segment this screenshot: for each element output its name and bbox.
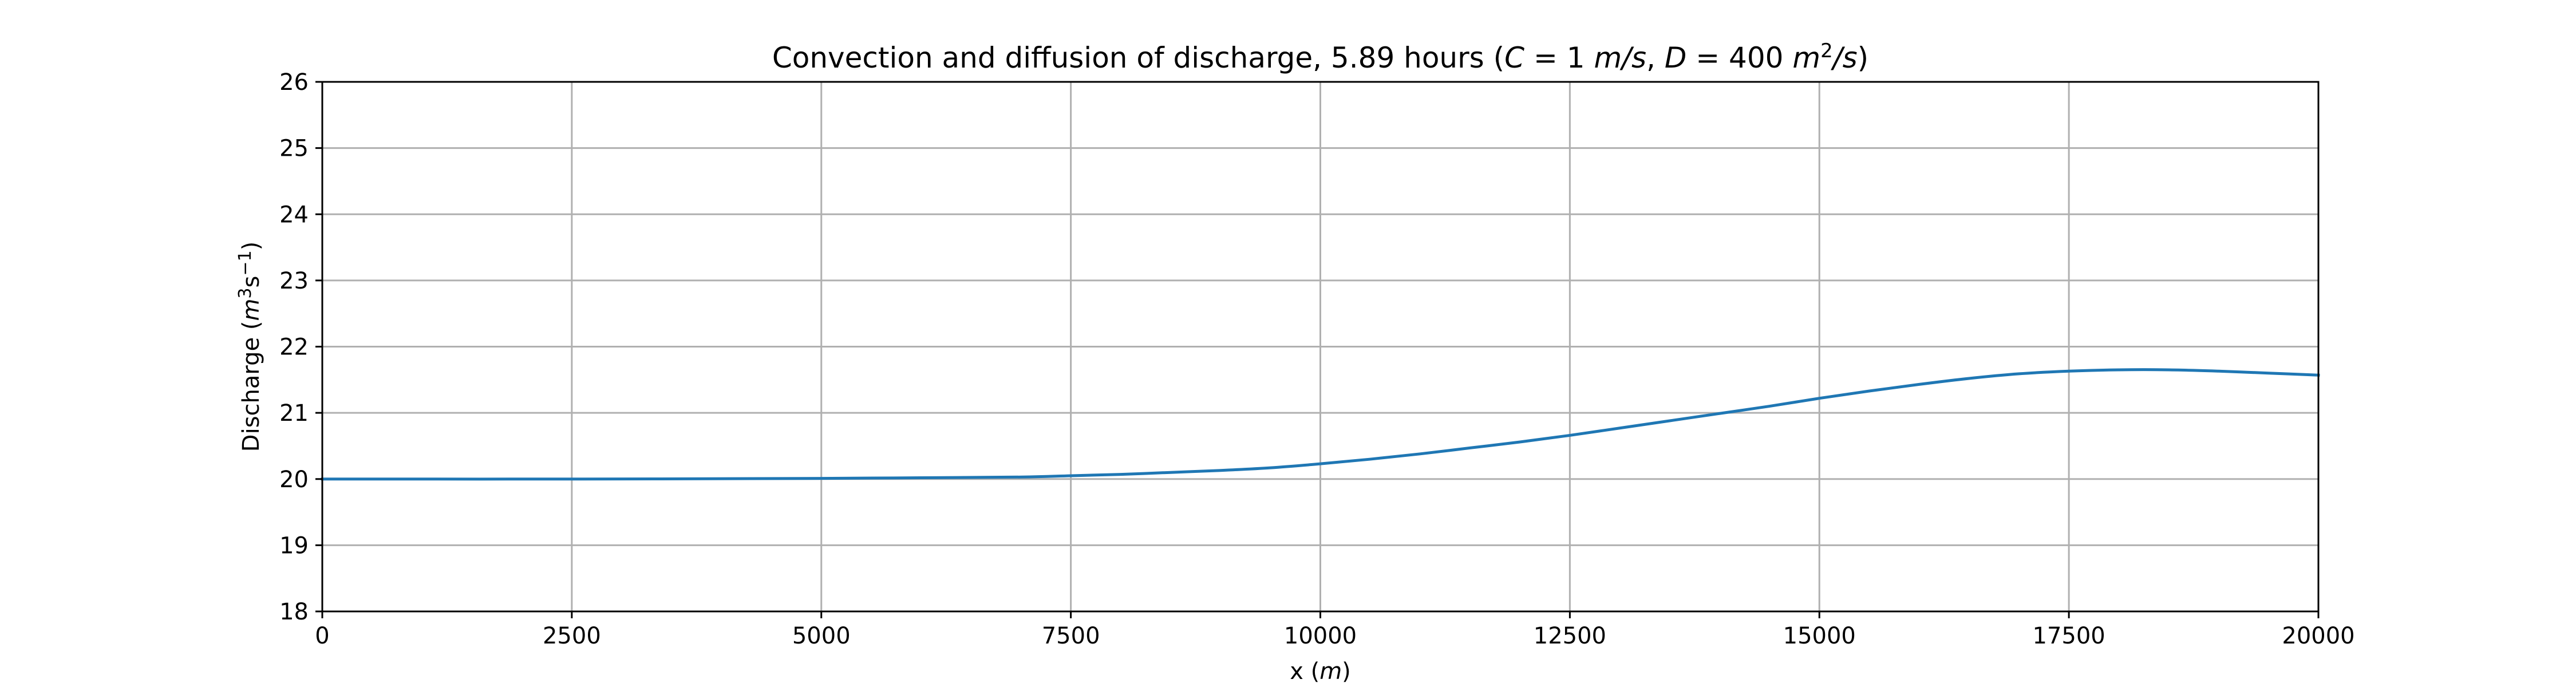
chart-title: Convection and diffusion of discharge, 5… [772,40,1868,74]
series-layer [321,368,2320,481]
y-tick-label: 21 [279,400,309,427]
x-tick-label: 20000 [2282,623,2354,649]
y-tick-label: 23 [279,268,309,294]
y-tick-label: 26 [279,69,309,96]
x-tick-label: 5000 [792,623,851,649]
discharge-series-line [321,368,2320,481]
y-axis-label: Discharge (m3s−1) [235,242,264,452]
y-tick-label: 18 [279,599,309,625]
x-tick-label: 2500 [543,623,601,649]
y-tick-label: 22 [279,334,309,361]
y-tick-label: 24 [279,202,309,228]
x-tick-label: 10000 [1284,623,1357,649]
y-tick-label: 25 [279,136,309,162]
y-tick-label: 19 [279,532,309,559]
x-tick-label: 12500 [1534,623,1606,649]
x-tick-label: 15000 [1783,623,1856,649]
y-tick-label: 20 [279,467,309,493]
x-axis-label: x (m) [1290,658,1351,685]
x-tick-label: 17500 [2033,623,2105,649]
axis-ticks: 0 2500 5000 7500 10000 12500 15000 17500 20000 18… [279,69,2355,649]
x-tick-label: 0 [315,623,329,649]
x-tick-label: 7500 [1042,623,1100,649]
